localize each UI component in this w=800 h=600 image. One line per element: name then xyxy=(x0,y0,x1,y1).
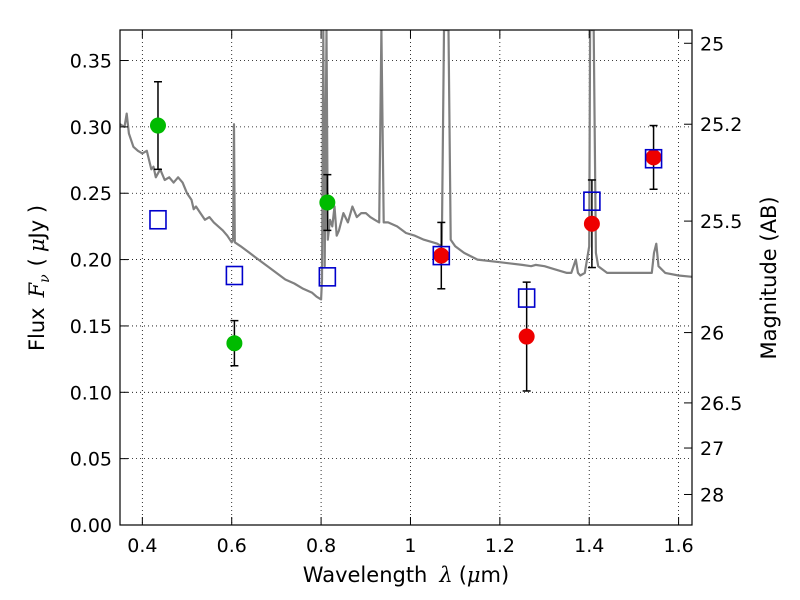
model-square-marker xyxy=(149,209,167,230)
plot-area xyxy=(120,30,692,392)
y2-tick-label: 26.5 xyxy=(700,393,742,415)
x-tick-label: 1.6 xyxy=(663,535,693,557)
y2-tick-label: 25.5 xyxy=(700,211,742,233)
green-data-point xyxy=(149,117,166,134)
model-square-marker xyxy=(517,288,536,308)
red-data-point xyxy=(518,328,535,345)
x-tick-label: 0.6 xyxy=(217,535,247,557)
model-square-marker xyxy=(225,265,244,286)
y-tick-label: 0.25 xyxy=(70,183,112,205)
x-tick-label: 1.2 xyxy=(485,535,515,557)
y-axis-label: FluxFν(μJy ) xyxy=(25,205,53,351)
y-tick-label: 0.15 xyxy=(70,316,112,338)
y2-tick-label: 27 xyxy=(700,438,724,460)
model-square-marker xyxy=(583,191,601,211)
y-tick-label: 0.05 xyxy=(70,449,112,471)
plot-frame xyxy=(119,29,693,526)
y2-axis-label: Magnitude (AB) xyxy=(757,196,781,359)
y2-tick-label: 26 xyxy=(700,323,724,345)
green-data-point xyxy=(226,335,243,352)
y-tick-label: 0.10 xyxy=(70,382,112,404)
y-tick-label: 0.00 xyxy=(70,515,112,537)
x-axis-label: Wavelength λ (μm) xyxy=(303,563,509,587)
y2-tick-label: 28 xyxy=(700,484,724,506)
green-data-point xyxy=(319,194,336,211)
y-axis-ticks: 0.00 0.05 0.10 0.15 0.20 0.25 0.30 0.35 xyxy=(70,51,128,537)
model-square-marker xyxy=(432,245,451,266)
x-tick-label: 0.4 xyxy=(127,535,157,557)
grid-lines xyxy=(120,30,692,526)
red-data-point xyxy=(583,215,600,232)
x-tick-label: 0.8 xyxy=(306,535,336,557)
y2-tick-label: 25 xyxy=(700,33,724,55)
y-tick-label: 0.35 xyxy=(70,51,112,73)
y-tick-label: 0.30 xyxy=(70,117,112,139)
y2-tick-label: 25.2 xyxy=(700,114,742,136)
x-tick-label: 1 xyxy=(404,535,416,557)
spectrum-line xyxy=(120,30,692,301)
red-data-point xyxy=(433,247,450,264)
x-tick-label: 1.4 xyxy=(574,535,604,557)
y-tick-label: 0.20 xyxy=(70,250,112,272)
model-square-marker xyxy=(644,148,663,169)
y2-axis-ticks: 25 25.2 25.5 26 26.5 27 28 xyxy=(684,33,742,506)
x-axis-ticks: 0.4 0.6 0.8 1 1.2 1.4 1.6 xyxy=(127,30,694,557)
red-data-point xyxy=(645,149,662,166)
model-square-marker xyxy=(318,267,337,287)
